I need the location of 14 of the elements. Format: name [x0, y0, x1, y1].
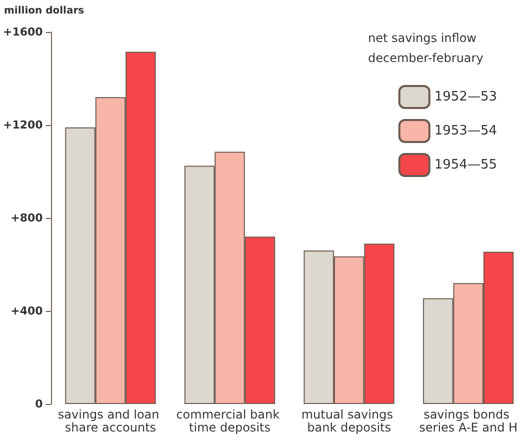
y-tick-label: +800	[10, 212, 44, 224]
x-tick-label: savings bonds series A-E and H	[419, 408, 518, 434]
x-tick-label: savings and loan share accounts	[58, 408, 164, 434]
y-tick-label: +1200	[2, 118, 44, 132]
legend-title: net savings inflow december-february	[368, 31, 484, 65]
x-tick-label: commercial bank time deposits	[176, 408, 284, 434]
x-tick-label: mutual savings bank deposits	[301, 408, 397, 434]
legend-label: 1952—53	[434, 90, 498, 104]
y-tick-label: +400	[10, 304, 44, 318]
legend-label: 1954—55	[434, 158, 498, 172]
y-tick-label: 0	[35, 398, 44, 410]
legend-label: 1953—54	[434, 124, 498, 138]
y-axis-title: million dollars	[4, 6, 84, 16]
y-tick-label: +1600	[2, 26, 44, 38]
